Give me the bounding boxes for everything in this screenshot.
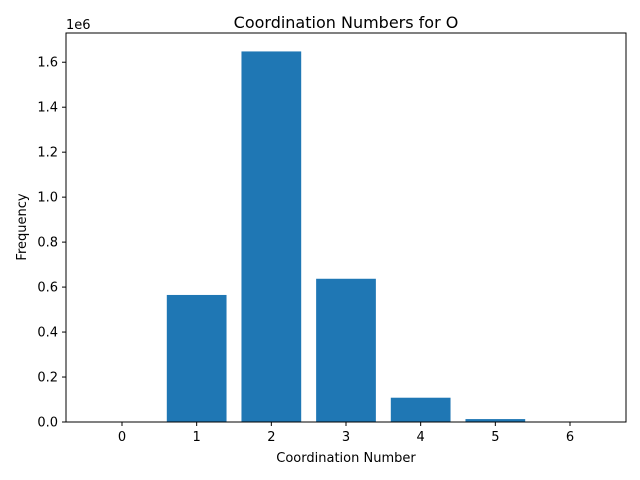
y-axis-scale-label: 1e6 [66,18,91,33]
bar-4 [390,397,451,422]
x-tick-label: 6 [566,430,574,445]
bars-group [166,51,600,423]
bar-2 [241,51,302,423]
x-tick-label: 4 [417,430,425,445]
x-tick-label: 5 [491,430,499,445]
y-tick-label: 0.6 [37,281,58,296]
x-ticks-group: 0 1 2 3 4 5 6 [118,422,574,445]
x-tick-label: 0 [118,430,126,445]
x-tick-label: 2 [267,430,275,445]
chart-title: Coordination Numbers for O [234,13,459,32]
y-tick-label: 0.2 [37,371,58,386]
y-tick-label: 1.6 [37,56,58,71]
bar-1 [166,294,227,422]
y-ticks-group: 0.0 0.2 0.4 0.6 0.8 1.0 1.2 1.4 1.6 [37,56,66,431]
y-tick-label: 1.4 [37,101,58,116]
bar-5 [465,419,526,422]
bar-3 [316,278,376,422]
y-tick-label: 0.8 [37,236,58,251]
y-tick-label: 0.4 [37,326,58,341]
x-tick-label: 3 [342,430,350,445]
x-tick-label: 1 [193,430,201,445]
y-tick-label: 1.2 [37,146,58,161]
y-tick-label: 1.0 [37,191,58,206]
y-tick-label: 0.0 [37,416,58,431]
y-axis-label: Frequency [15,193,30,260]
x-axis-label: Coordination Number [276,451,416,466]
